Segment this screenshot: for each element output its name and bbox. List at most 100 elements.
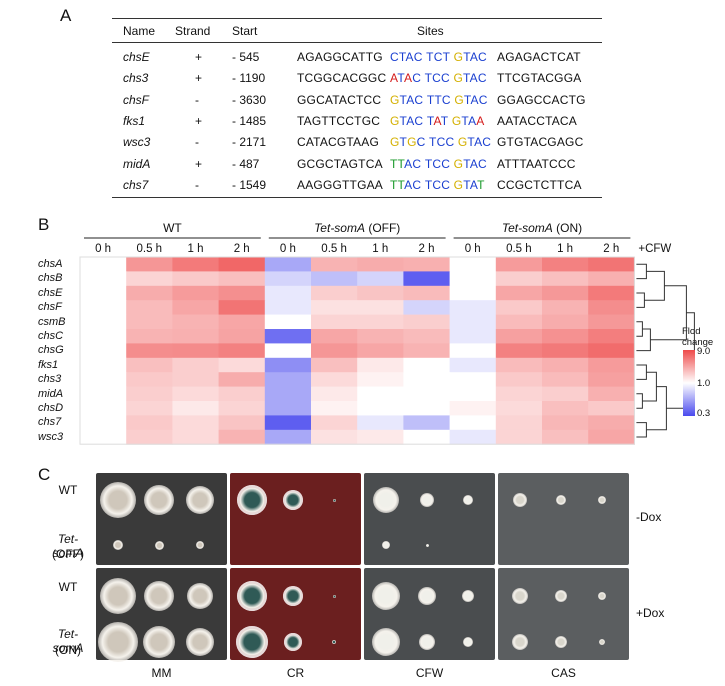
heatmap-cell [495, 329, 543, 344]
medium-label: CAS [551, 666, 576, 680]
dendrogram-branch [636, 364, 647, 380]
colony [420, 493, 434, 507]
heatmap-cell [449, 386, 497, 402]
site-base: C [441, 177, 451, 192]
heatmap-cell [542, 429, 589, 445]
heatmap-cell [542, 415, 589, 431]
heatmap-cell [126, 343, 173, 359]
colony [599, 639, 605, 645]
colony [143, 626, 175, 658]
legend-title: change [682, 337, 714, 348]
heatmap-cell [126, 386, 173, 402]
colony [100, 482, 136, 518]
site-base: T [399, 135, 408, 150]
site-base: G [390, 92, 400, 107]
dendrogram-branch [636, 321, 643, 337]
heatmap-cell [495, 300, 543, 316]
heatmap-cell [311, 386, 358, 402]
colony [284, 633, 302, 651]
heatmap-cell [80, 372, 127, 388]
strand: + [195, 113, 203, 128]
seq-right: CCGCTCTTCA [497, 177, 582, 192]
colony [144, 485, 174, 515]
gene-row-label: chsB [38, 272, 63, 285]
heatmap-cell [264, 329, 312, 344]
heatmap-cell [311, 271, 358, 287]
colony [425, 543, 429, 547]
site-base: T [434, 92, 442, 107]
heatmap-cell [80, 415, 127, 431]
heatmap-cell [172, 285, 220, 301]
site-base: G [453, 71, 463, 86]
strain-label: Tet-somA [52, 532, 84, 560]
site-base: T [467, 135, 475, 150]
heatmap-cell [311, 314, 358, 330]
heatmap-cell [126, 300, 173, 316]
seq-right: AATACCTACA [497, 113, 578, 128]
colony [512, 634, 528, 650]
site-base: A [390, 71, 398, 86]
timepoint-label: 1 h [557, 243, 574, 255]
site-base: A [469, 50, 479, 64]
colony [556, 495, 566, 505]
site-base: C [433, 50, 443, 64]
site-base: C [414, 113, 424, 128]
site-base: C [412, 156, 422, 171]
dendrogram-branch [636, 422, 647, 438]
strain-label-suffix: (ON) [55, 643, 81, 657]
site-base: A [474, 135, 483, 150]
condition-label: -Dox [636, 510, 662, 524]
colony [513, 493, 527, 507]
site-base: T [399, 92, 407, 107]
group-header: Tet-somA (OFF) [314, 221, 401, 235]
site-base: T [463, 156, 470, 171]
heatmap-cell [264, 257, 312, 272]
heatmap-cell [80, 300, 127, 316]
legend-mid: 1.0 [697, 378, 711, 389]
heatmap-cell [357, 257, 404, 272]
seq-left: TAGTTCCTGC [297, 113, 381, 128]
heatmap-cell [542, 343, 589, 359]
gene-row-label: wsc3 [38, 430, 64, 443]
site-base: A [469, 177, 478, 192]
heatmap-cell [542, 285, 589, 301]
site-base: T [390, 177, 398, 192]
heatmap-cell [218, 401, 266, 416]
site-base: T [399, 113, 407, 128]
timepoint-label: 0.5 h [506, 243, 532, 255]
seq-left: CATACGTAAG [297, 135, 380, 150]
heatmap-cell [172, 271, 220, 287]
heatmap-frame [79, 256, 635, 445]
colony [382, 541, 390, 549]
heatmap-cell [80, 429, 127, 445]
dendrogram-branch [636, 328, 651, 352]
heatmap-cell [126, 271, 173, 287]
heatmap-cell [218, 343, 266, 359]
heatmap-cell [218, 271, 266, 287]
site-base: C [414, 92, 424, 107]
heatmap-cell [588, 271, 635, 287]
dendrogram-branch [636, 263, 647, 280]
binding-site: GTAC TTC GTAC [390, 93, 488, 107]
heatmap-cell [495, 386, 543, 402]
group-header: WT [163, 221, 182, 235]
timepoint-label: 0 h [464, 243, 481, 255]
heatmap-cell [588, 415, 635, 431]
heatmap-cell [264, 429, 312, 445]
site-base: G [454, 92, 464, 107]
site-base: A [470, 92, 479, 107]
site-base: T [462, 71, 470, 86]
gene-row-label: midA [38, 387, 64, 400]
strand: - [195, 92, 199, 107]
heatmap-cell [311, 429, 358, 445]
gene-row-label: chsC [38, 330, 64, 342]
heatmap-cell [357, 415, 404, 431]
strand: - [195, 135, 199, 150]
heatmap-cell [403, 401, 451, 416]
colony [512, 588, 528, 604]
strand: + [195, 71, 203, 86]
heatmap-cell [172, 300, 220, 316]
heatmap-cell [357, 285, 404, 301]
heatmap-cell [172, 415, 220, 431]
heatmap-cell [264, 285, 312, 301]
